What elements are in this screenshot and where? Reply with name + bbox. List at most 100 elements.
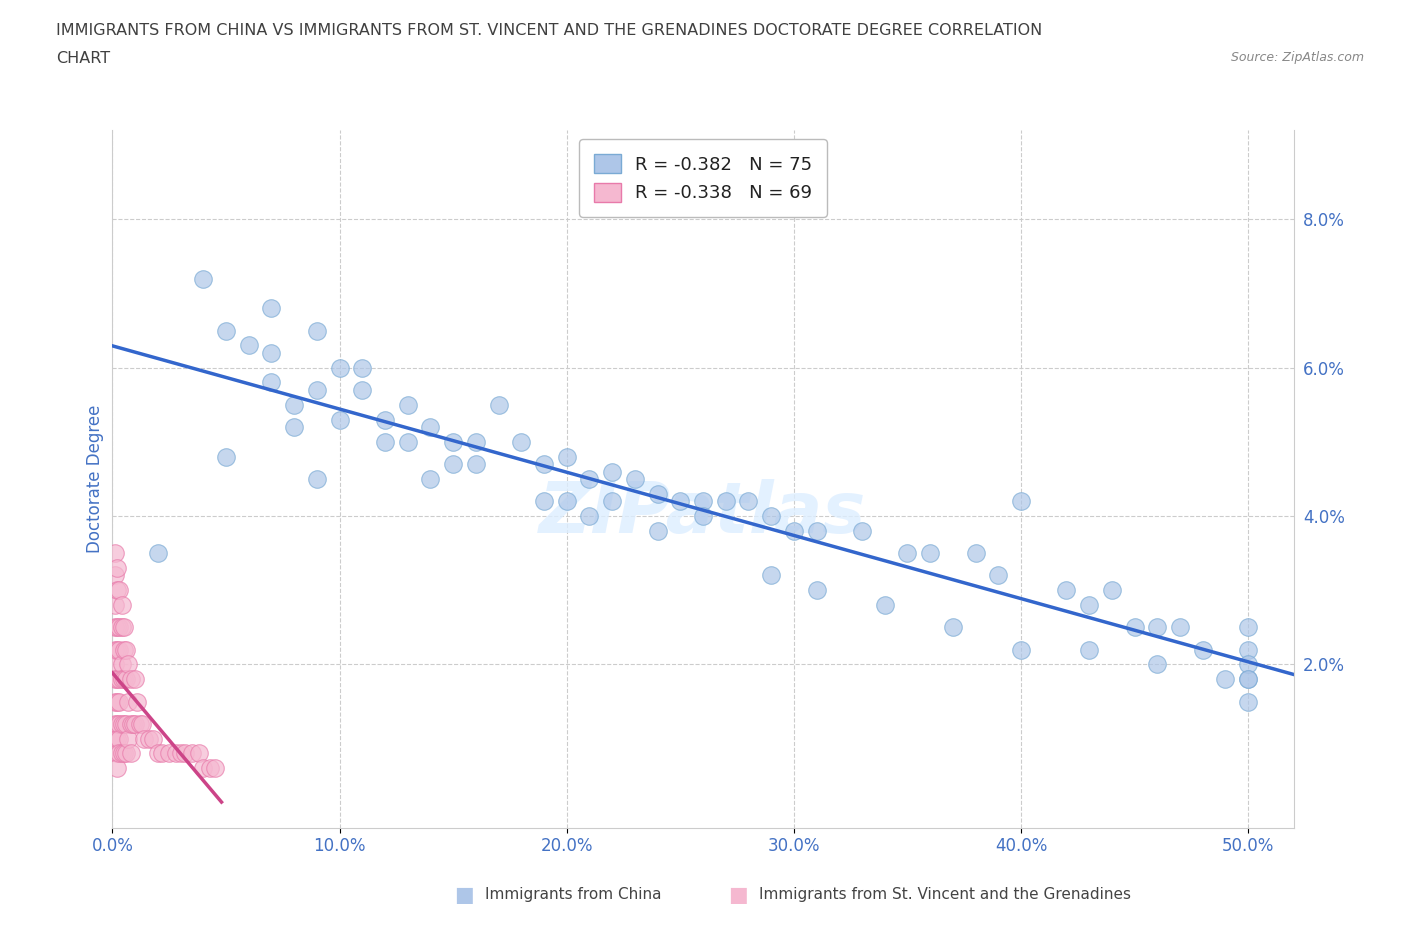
Point bbox=[352, 382, 374, 397]
Point bbox=[1191, 643, 1213, 658]
Point bbox=[555, 449, 578, 464]
Point bbox=[104, 657, 127, 671]
Point bbox=[108, 746, 131, 761]
Point bbox=[131, 716, 153, 731]
Point bbox=[105, 716, 128, 731]
Point bbox=[692, 494, 714, 509]
Point bbox=[105, 561, 128, 576]
Point bbox=[1237, 671, 1260, 686]
Point bbox=[1237, 643, 1260, 658]
Point bbox=[1237, 694, 1260, 709]
Legend: R = -0.382   N = 75, R = -0.338   N = 69: R = -0.382 N = 75, R = -0.338 N = 69 bbox=[579, 140, 827, 217]
Point bbox=[806, 524, 828, 538]
Point bbox=[105, 620, 128, 635]
Point bbox=[138, 731, 160, 746]
Point bbox=[128, 716, 150, 731]
Point bbox=[396, 434, 419, 449]
Point bbox=[1010, 494, 1032, 509]
Point bbox=[105, 643, 128, 658]
Point bbox=[1237, 620, 1260, 635]
Point bbox=[204, 761, 226, 776]
Text: Immigrants from St. Vincent and the Grenadines: Immigrants from St. Vincent and the Gren… bbox=[759, 887, 1132, 902]
Point bbox=[120, 671, 142, 686]
Point bbox=[142, 731, 165, 746]
Point bbox=[283, 397, 305, 412]
Point bbox=[124, 716, 146, 731]
Point bbox=[104, 620, 127, 635]
Point bbox=[714, 494, 737, 509]
Point bbox=[647, 524, 669, 538]
Point bbox=[105, 731, 128, 746]
Point bbox=[108, 731, 131, 746]
Point bbox=[238, 338, 260, 352]
Point bbox=[146, 546, 169, 561]
Point bbox=[110, 716, 132, 731]
Point bbox=[110, 746, 132, 761]
Point bbox=[647, 486, 669, 501]
Point bbox=[104, 731, 127, 746]
Point bbox=[127, 694, 149, 709]
Point bbox=[104, 671, 127, 686]
Point bbox=[124, 671, 146, 686]
Text: ■: ■ bbox=[728, 884, 748, 905]
Point bbox=[1146, 657, 1168, 671]
Point bbox=[600, 464, 623, 479]
Point bbox=[174, 746, 197, 761]
Point bbox=[920, 546, 942, 561]
Point bbox=[464, 457, 486, 472]
Point bbox=[441, 434, 464, 449]
Point bbox=[112, 620, 135, 635]
Point bbox=[193, 272, 215, 286]
Point bbox=[169, 746, 191, 761]
Point bbox=[419, 419, 441, 434]
Point bbox=[533, 494, 555, 509]
Point bbox=[110, 671, 132, 686]
Point bbox=[283, 419, 305, 434]
Point bbox=[464, 434, 486, 449]
Point bbox=[873, 598, 896, 613]
Point bbox=[108, 620, 131, 635]
Point bbox=[1010, 643, 1032, 658]
Point bbox=[352, 360, 374, 375]
Point bbox=[120, 746, 142, 761]
Point bbox=[374, 412, 396, 427]
Text: ZIPatlas: ZIPatlas bbox=[540, 479, 866, 549]
Point bbox=[115, 671, 138, 686]
Point bbox=[1123, 620, 1146, 635]
Point bbox=[669, 494, 692, 509]
Point bbox=[396, 397, 419, 412]
Point bbox=[105, 746, 128, 761]
Point bbox=[578, 472, 600, 486]
Point bbox=[108, 716, 131, 731]
Point bbox=[104, 568, 127, 583]
Point bbox=[110, 598, 132, 613]
Point bbox=[783, 524, 806, 538]
Point bbox=[1215, 671, 1237, 686]
Point bbox=[759, 568, 782, 583]
Point bbox=[896, 546, 918, 561]
Text: ■: ■ bbox=[454, 884, 474, 905]
Point bbox=[115, 643, 138, 658]
Point bbox=[305, 323, 328, 338]
Point bbox=[115, 746, 138, 761]
Point bbox=[1054, 583, 1077, 598]
Point bbox=[104, 598, 127, 613]
Point bbox=[374, 434, 396, 449]
Point bbox=[108, 671, 131, 686]
Point bbox=[1237, 657, 1260, 671]
Point bbox=[152, 746, 174, 761]
Point bbox=[112, 643, 135, 658]
Point bbox=[260, 345, 283, 360]
Point bbox=[441, 457, 464, 472]
Point bbox=[105, 583, 128, 598]
Point bbox=[987, 568, 1010, 583]
Point bbox=[419, 472, 441, 486]
Point bbox=[104, 643, 127, 658]
Point bbox=[198, 761, 221, 776]
Point bbox=[108, 643, 131, 658]
Point bbox=[105, 761, 128, 776]
Point bbox=[1078, 643, 1101, 658]
Point bbox=[600, 494, 623, 509]
Point bbox=[1237, 671, 1260, 686]
Point bbox=[260, 300, 283, 315]
